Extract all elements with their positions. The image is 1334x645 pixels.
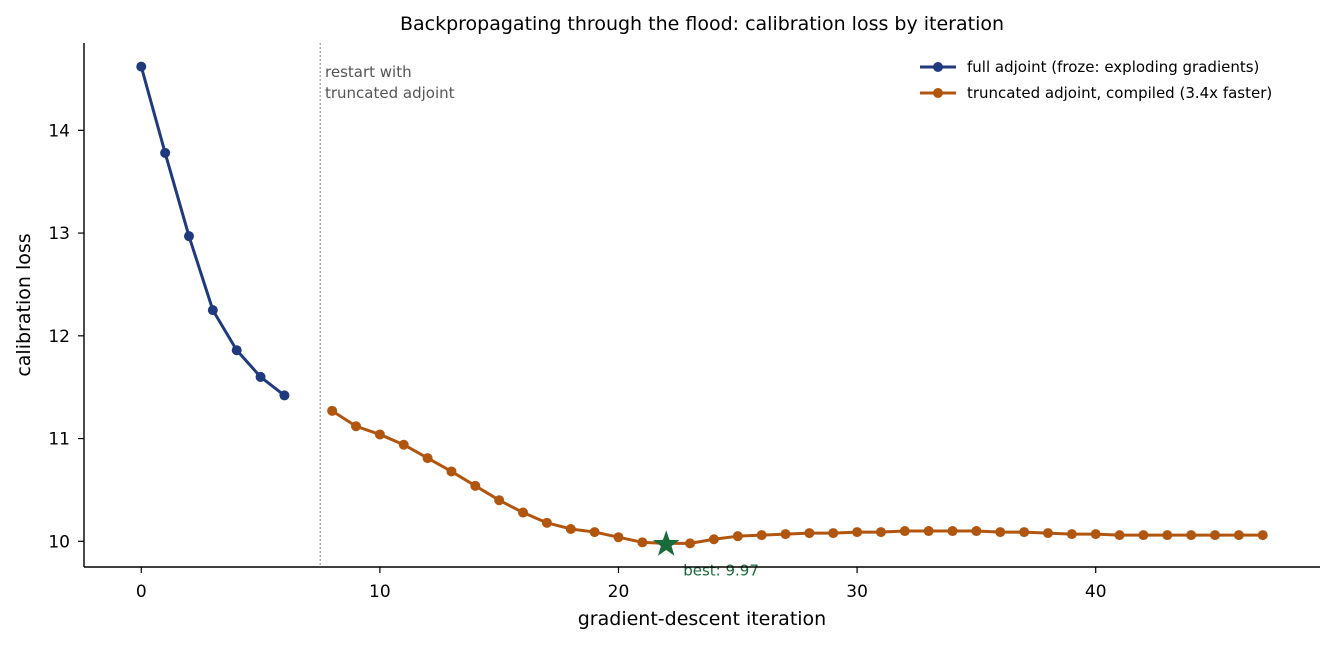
x-axis-label: gradient-descent iteration bbox=[578, 608, 826, 630]
data-point-full-adjoint bbox=[207, 305, 218, 316]
data-point-truncated-adjoint bbox=[1233, 530, 1244, 541]
data-point-truncated-adjoint bbox=[470, 480, 481, 491]
legend-label-full-adjoint: full adjoint (froze: exploding gradients… bbox=[967, 58, 1259, 76]
x-axis-ticks: 0 10 20 30 40 bbox=[136, 567, 1107, 602]
data-point-truncated-adjoint bbox=[1186, 530, 1197, 541]
data-point-truncated-adjoint bbox=[374, 429, 385, 440]
data-point-truncated-adjoint bbox=[732, 531, 743, 542]
data-point-truncated-adjoint bbox=[828, 528, 839, 539]
chart-title: Backpropagating through the flood: calib… bbox=[400, 13, 1004, 35]
best-annotation: best: 9.97 bbox=[683, 561, 759, 579]
y-tick-label: 12 bbox=[48, 327, 70, 347]
x-tick-label: 20 bbox=[608, 582, 630, 602]
data-point-truncated-adjoint bbox=[899, 526, 910, 537]
series-line-full-adjoint bbox=[139, 66, 286, 397]
data-point-truncated-adjoint bbox=[995, 527, 1006, 538]
data-point-truncated-adjoint bbox=[947, 526, 958, 537]
data-point-truncated-adjoint bbox=[1138, 530, 1149, 541]
data-point-truncated-adjoint bbox=[1090, 529, 1101, 540]
data-point-full-adjoint bbox=[160, 147, 171, 158]
data-point-truncated-adjoint bbox=[351, 421, 362, 432]
restart-annotation-line1: restart with bbox=[325, 63, 412, 81]
data-point-truncated-adjoint bbox=[422, 453, 433, 464]
restart-annotation-line2: truncated adjoint bbox=[325, 84, 455, 102]
data-point-truncated-adjoint bbox=[923, 526, 934, 537]
data-point-truncated-adjoint bbox=[327, 405, 338, 416]
y-axis-label: calibration loss bbox=[13, 233, 35, 376]
data-point-truncated-adjoint bbox=[756, 530, 767, 541]
x-tick-label: 40 bbox=[1085, 582, 1107, 602]
data-point-truncated-adjoint bbox=[685, 538, 696, 549]
data-point-truncated-adjoint bbox=[852, 527, 863, 538]
data-point-full-adjoint bbox=[255, 371, 266, 382]
data-point-truncated-adjoint bbox=[875, 527, 886, 538]
data-point-truncated-adjoint bbox=[589, 527, 600, 538]
data-point-truncated-adjoint bbox=[1114, 530, 1125, 541]
y-tick-label: 14 bbox=[48, 121, 70, 141]
data-point-truncated-adjoint bbox=[1162, 530, 1173, 541]
plot-area: best: 9.97 bbox=[136, 43, 1268, 579]
data-point-truncated-adjoint bbox=[1042, 528, 1053, 539]
data-point-truncated-adjoint bbox=[398, 439, 409, 450]
data-point-full-adjoint bbox=[231, 345, 242, 356]
legend-label-truncated-adjoint: truncated adjoint, compiled (3.4x faster… bbox=[967, 84, 1272, 102]
data-point-truncated-adjoint bbox=[613, 532, 624, 543]
best-star-marker bbox=[652, 530, 680, 556]
data-point-truncated-adjoint bbox=[708, 534, 719, 545]
data-point-truncated-adjoint bbox=[1210, 530, 1221, 541]
series-line-truncated-adjoint bbox=[331, 409, 1263, 545]
legend-marker-full-adjoint bbox=[933, 62, 943, 72]
data-point-truncated-adjoint bbox=[541, 517, 552, 528]
data-point-truncated-adjoint bbox=[1019, 527, 1030, 538]
x-tick-label: 10 bbox=[369, 582, 391, 602]
y-axis-ticks: 10 11 12 13 14 bbox=[48, 121, 84, 552]
data-point-full-adjoint bbox=[136, 61, 147, 72]
data-point-truncated-adjoint bbox=[804, 528, 815, 539]
data-point-full-adjoint bbox=[183, 231, 194, 242]
data-point-truncated-adjoint bbox=[494, 495, 505, 506]
x-tick-label: 30 bbox=[846, 582, 868, 602]
y-tick-label: 13 bbox=[48, 224, 70, 244]
y-tick-label: 11 bbox=[48, 430, 70, 450]
data-point-truncated-adjoint bbox=[518, 507, 529, 518]
data-point-truncated-adjoint bbox=[780, 529, 791, 540]
data-point-full-adjoint bbox=[279, 390, 290, 401]
legend-marker-truncated-adjoint bbox=[933, 88, 943, 98]
y-tick-label: 10 bbox=[48, 532, 70, 552]
legend: full adjoint (froze: exploding gradients… bbox=[920, 58, 1272, 102]
data-point-truncated-adjoint bbox=[565, 523, 576, 534]
data-point-truncated-adjoint bbox=[637, 537, 648, 548]
data-point-truncated-adjoint bbox=[1066, 529, 1077, 540]
x-tick-label: 0 bbox=[136, 582, 147, 602]
data-point-truncated-adjoint bbox=[1257, 530, 1268, 541]
data-point-truncated-adjoint bbox=[971, 526, 982, 537]
data-point-truncated-adjoint bbox=[446, 466, 457, 477]
